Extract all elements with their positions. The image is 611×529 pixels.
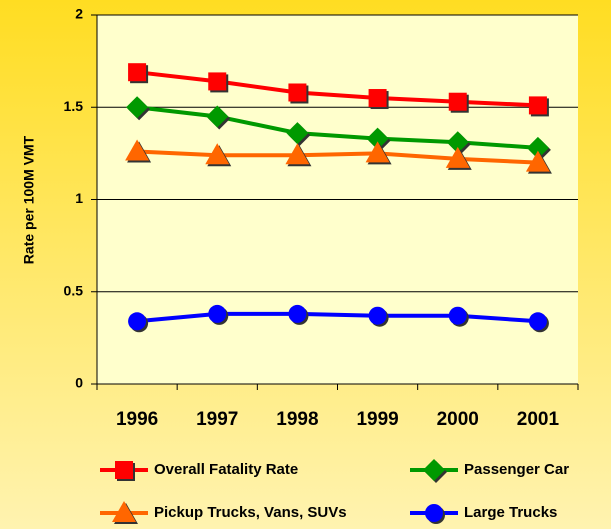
data-point <box>208 304 227 323</box>
x-tick-label: 2001 <box>517 409 560 430</box>
data-point <box>528 96 547 115</box>
data-point <box>206 105 229 128</box>
data-point <box>208 72 227 91</box>
data-point <box>526 136 549 159</box>
data-point <box>286 122 309 145</box>
data-point <box>128 312 147 331</box>
series-line <box>136 70 539 108</box>
data-point <box>125 139 150 161</box>
legend-marker <box>425 504 443 522</box>
x-tick-label: 1996 <box>116 409 158 430</box>
data-point <box>288 304 307 323</box>
y-tick-label: 1 <box>75 190 83 206</box>
data-point <box>128 63 147 82</box>
series-line <box>136 149 539 165</box>
data-point <box>365 141 390 163</box>
legend-marker <box>112 501 136 522</box>
x-tick-label: 1997 <box>196 409 238 430</box>
y-tick-label: 2 <box>75 6 83 22</box>
y-tick-label: 0.5 <box>64 282 84 298</box>
data-point <box>285 143 310 165</box>
data-point <box>205 143 230 165</box>
data-point <box>366 127 389 150</box>
y-axis-label: Rate per 100M VMT <box>21 135 37 264</box>
y-tick-label: 0 <box>75 375 83 391</box>
series-line <box>136 105 539 150</box>
data-point <box>528 312 547 331</box>
data-point <box>448 306 467 325</box>
legend-label: Passenger Car <box>464 461 569 478</box>
y-tick-label: 1.5 <box>64 98 84 114</box>
legend-label: Pickup Trucks, Vans, SUVs <box>154 504 347 521</box>
data-point <box>446 131 469 154</box>
data-point <box>525 150 550 172</box>
x-tick-label: 2000 <box>437 409 479 430</box>
data-point <box>368 89 387 108</box>
data-point <box>445 146 470 168</box>
legend-label: Overall Fatality Rate <box>154 461 298 478</box>
x-tick-label: 1998 <box>276 409 318 430</box>
data-point <box>288 83 307 102</box>
legend-marker <box>423 459 445 481</box>
series-line <box>136 311 539 324</box>
x-tick-label: 1999 <box>356 409 398 430</box>
data-point <box>448 92 467 111</box>
legend-label: Large Trucks <box>464 504 557 521</box>
data-point <box>368 306 387 325</box>
legend-marker <box>115 461 133 479</box>
data-point <box>126 96 149 119</box>
